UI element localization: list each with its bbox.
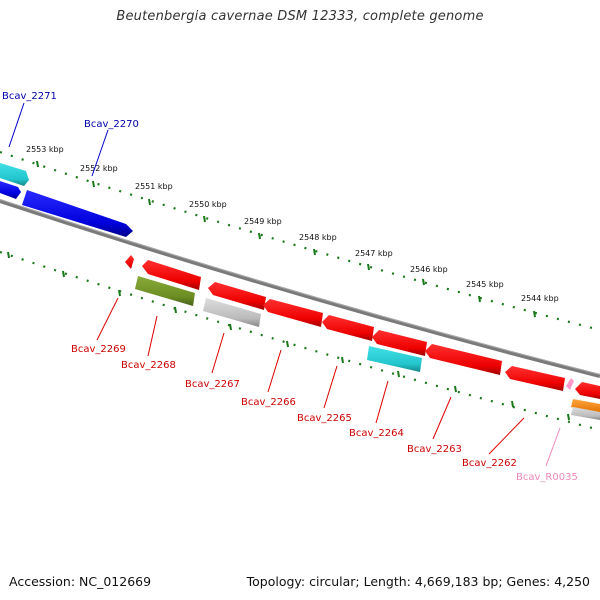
- leader-bcav-2265: [323, 365, 338, 409]
- feature-orange[interactable]: [571, 399, 600, 413]
- feature-cyan-2264[interactable]: [367, 346, 422, 372]
- gene-bcav-2265[interactable]: [322, 315, 374, 341]
- label-bcav-2265[interactable]: Bcav_2265: [297, 413, 352, 424]
- inner-major-ticks: [7, 251, 570, 421]
- gene-bcav-2263[interactable]: [425, 344, 502, 375]
- reverse-strand-features: [125, 255, 600, 420]
- forward-strand-features: [0, 163, 133, 237]
- label-bcav-2270[interactable]: Bcav_2270: [84, 119, 139, 130]
- kbp-label-2553: 2553 kbp: [26, 145, 64, 154]
- kbp-label-2546: 2546 kbp: [410, 265, 448, 274]
- feature-olive-2268[interactable]: [135, 276, 195, 306]
- gene-bcav-2270[interactable]: [22, 190, 133, 237]
- label-bcav-2266[interactable]: Bcav_2266: [241, 397, 296, 408]
- leader-bcav-2266: [267, 349, 282, 393]
- outer-major-ticks: [36, 160, 536, 318]
- kbp-label-2551: 2551 kbp: [135, 182, 173, 191]
- label-bcav-2268[interactable]: Bcav_2268: [121, 360, 176, 371]
- gene-bcav-2262[interactable]: [505, 366, 565, 391]
- inner-tick-ring: [0, 250, 600, 432]
- feature-gray-2267[interactable]: [203, 298, 261, 327]
- gene-bcav-2266[interactable]: [263, 299, 323, 327]
- gene-offscreen-red[interactable]: [575, 382, 600, 399]
- kbp-label-2552: 2552 kbp: [80, 164, 118, 173]
- label-bcav-2267[interactable]: Bcav_2267: [185, 379, 240, 390]
- leader-bcav-2267: [211, 332, 225, 374]
- gene-bcav-2269[interactable]: [125, 255, 134, 269]
- accession-text: Accession: NC_012669: [9, 574, 152, 589]
- label-bcav-2264[interactable]: Bcav_2264: [349, 428, 404, 439]
- genome-backbone: [0, 199, 600, 378]
- label-bcav-2271[interactable]: Bcav_2271: [2, 91, 57, 102]
- label-leaders: [8, 102, 561, 467]
- leader-bcav-2271: [8, 102, 25, 148]
- kbp-label-2549: 2549 kbp: [244, 217, 282, 226]
- leader-bcav-2269: [96, 297, 119, 341]
- gene-bcav-r0035[interactable]: [566, 378, 574, 390]
- leader-bcav-2263: [432, 396, 452, 440]
- label-bcav-2269[interactable]: Bcav_2269: [71, 344, 126, 355]
- kbp-label-2547: 2547 kbp: [355, 249, 393, 258]
- map-title: Beutenbergia cavernae DSM 12333, complet…: [116, 9, 484, 24]
- genome-backbone-highlight: [0, 199, 600, 375]
- kbp-label-2550: 2550 kbp: [189, 200, 227, 209]
- gene-labels: Bcav_2271 Bcav_2270 Bcav_2269 Bcav_2268 …: [2, 91, 578, 483]
- label-bcav-r0035[interactable]: Bcav_R0035: [516, 472, 578, 483]
- gene-bcav-2267[interactable]: [208, 282, 266, 310]
- leader-bcav-2264: [375, 380, 389, 424]
- kbp-labels: 2553 kbp 2552 kbp 2551 kbp 2550 kbp 2549…: [26, 145, 559, 303]
- label-bcav-2262[interactable]: Bcav_2262: [462, 458, 517, 469]
- leader-bcav-2262: [488, 417, 525, 455]
- topology-text: Topology: circular; Length: 4,669,183 bp…: [246, 574, 590, 589]
- feature-cyan-2271[interactable]: [0, 163, 29, 186]
- kbp-label-2544: 2544 kbp: [521, 294, 559, 303]
- kbp-label-2548: 2548 kbp: [299, 233, 337, 242]
- gene-bcav-2264[interactable]: [372, 330, 427, 356]
- feature-gray-edge[interactable]: [571, 407, 600, 420]
- gene-bcav-2271[interactable]: [0, 181, 21, 199]
- kbp-label-2545: 2545 kbp: [466, 280, 504, 289]
- leader-bcav-r0035: [545, 427, 561, 467]
- label-bcav-2263[interactable]: Bcav_2263: [407, 444, 462, 455]
- gene-bcav-2268[interactable]: [142, 260, 201, 290]
- leader-bcav-2270: [91, 129, 109, 177]
- leader-bcav-2268: [147, 315, 158, 357]
